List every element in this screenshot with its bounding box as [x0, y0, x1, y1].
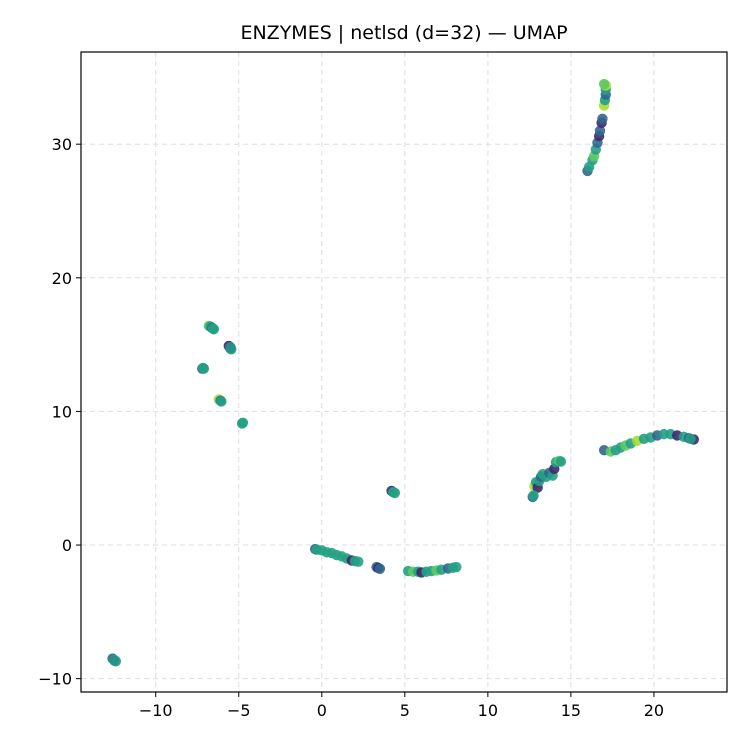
scatter-point	[237, 417, 249, 428]
grid-lines	[81, 52, 727, 692]
x-tick-label: 10	[478, 701, 498, 720]
y-tick-label: 0	[62, 536, 72, 555]
x-tick-label: 5	[400, 701, 410, 720]
x-tick-label: 0	[317, 701, 327, 720]
y-tick-label: −10	[38, 670, 72, 689]
scatter-point	[109, 655, 120, 666]
scatter-point	[225, 342, 236, 353]
x-tick-label: −10	[139, 701, 173, 720]
scatter-point	[353, 556, 364, 567]
x-tick-label: 15	[561, 701, 581, 720]
scatter-point	[389, 487, 401, 499]
x-tick-label: −5	[227, 701, 251, 720]
scatter-point	[528, 490, 539, 501]
y-tick-label: 10	[52, 402, 72, 421]
scatter-point	[198, 363, 210, 374]
x-tick-label: 20	[644, 701, 664, 720]
scatter-point	[555, 456, 567, 467]
plot-frame	[80, 51, 728, 693]
scatter-point	[685, 433, 696, 445]
scatter-point	[216, 396, 227, 407]
scatter-point	[451, 561, 462, 573]
y-tick-label: 30	[52, 135, 72, 154]
scatter-point	[598, 78, 610, 90]
scatter-point	[207, 323, 219, 334]
y-tick-label: 20	[52, 269, 72, 288]
chart-title: ENZYMES | netlsd (d=32) — UMAP	[240, 22, 567, 44]
scatter-point	[374, 563, 386, 575]
scatter-point	[594, 125, 606, 137]
data-points	[107, 78, 699, 667]
scatter-point	[597, 113, 608, 125]
axis-ticks: −10 −5 0 5 10 15 20 −10 0 10 20 30	[38, 135, 664, 720]
